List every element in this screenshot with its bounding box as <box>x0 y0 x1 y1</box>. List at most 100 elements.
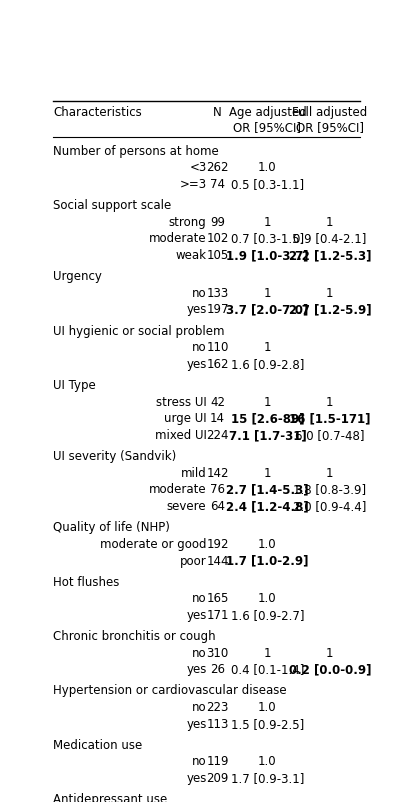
Text: moderate: moderate <box>149 232 206 245</box>
Text: yes: yes <box>186 608 206 622</box>
Text: >=3: >=3 <box>179 178 206 191</box>
Text: 262: 262 <box>206 161 229 174</box>
Text: 102: 102 <box>206 232 229 245</box>
Text: 162: 162 <box>206 358 229 371</box>
Text: 16 [1.5-171]: 16 [1.5-171] <box>289 411 371 425</box>
Text: 2.2 [1.2-5.3]: 2.2 [1.2-5.3] <box>289 249 371 261</box>
Text: 64: 64 <box>210 500 225 512</box>
Text: no: no <box>192 755 206 768</box>
Text: urge UI: urge UI <box>164 411 206 425</box>
Text: 1: 1 <box>264 395 271 408</box>
Text: Urgency: Urgency <box>54 269 102 283</box>
Text: poor: poor <box>180 554 206 567</box>
Text: yes: yes <box>186 662 206 675</box>
Text: Number of persons at home: Number of persons at home <box>54 144 219 157</box>
Text: 1.7 [0.9-3.1]: 1.7 [0.9-3.1] <box>231 772 304 784</box>
Text: mild: mild <box>181 466 206 479</box>
Text: UI hygienic or social problem: UI hygienic or social problem <box>54 324 225 337</box>
Text: 105: 105 <box>206 249 229 261</box>
Text: 2.0 [0.9-4.4]: 2.0 [0.9-4.4] <box>293 500 367 512</box>
Text: 1.0: 1.0 <box>258 755 277 768</box>
Text: 1.8 [0.8-3.9]: 1.8 [0.8-3.9] <box>293 483 366 496</box>
Text: Social support scale: Social support scale <box>54 199 172 212</box>
Text: 1: 1 <box>326 646 334 658</box>
Text: 310: 310 <box>206 646 229 658</box>
Text: 1.5 [0.9-2.5]: 1.5 [0.9-2.5] <box>231 717 304 730</box>
Text: 209: 209 <box>206 772 229 784</box>
Text: moderate or good: moderate or good <box>100 537 206 550</box>
Text: 1: 1 <box>326 216 334 229</box>
Text: Antidepressant use: Antidepressant use <box>54 792 168 802</box>
Text: no: no <box>192 592 206 605</box>
Text: 1: 1 <box>326 286 334 299</box>
Text: 14: 14 <box>210 411 225 425</box>
Text: Hypertension or cardiovascular disease: Hypertension or cardiovascular disease <box>54 683 287 696</box>
Text: Full adjusted
OR [95%CI]: Full adjusted OR [95%CI] <box>292 106 368 133</box>
Text: 7.1 [1.7-31]: 7.1 [1.7-31] <box>229 428 306 441</box>
Text: 1.9 [1.0-3.7]: 1.9 [1.0-3.7] <box>226 249 309 261</box>
Text: 76: 76 <box>210 483 225 496</box>
Text: 1.7 [1.0-2.9]: 1.7 [1.0-2.9] <box>226 554 309 567</box>
Text: Age adjusted
OR [95%CI]: Age adjusted OR [95%CI] <box>229 106 306 133</box>
Text: 165: 165 <box>206 592 229 605</box>
Text: 15 [2.6-89]: 15 [2.6-89] <box>231 411 304 425</box>
Text: 0.9 [0.4-2.1]: 0.9 [0.4-2.1] <box>293 232 367 245</box>
Text: 1.6 [0.9-2.8]: 1.6 [0.9-2.8] <box>231 358 304 371</box>
Text: yes: yes <box>186 358 206 371</box>
Text: 171: 171 <box>206 608 229 622</box>
Text: 99: 99 <box>210 216 225 229</box>
Text: 144: 144 <box>206 554 229 567</box>
Text: 0.2 [0.0-0.9]: 0.2 [0.0-0.9] <box>289 662 371 675</box>
Text: Hot flushes: Hot flushes <box>54 575 120 588</box>
Text: 1.0: 1.0 <box>258 161 277 174</box>
Text: mixed UI: mixed UI <box>155 428 206 441</box>
Text: 74: 74 <box>210 178 225 191</box>
Text: 223: 223 <box>206 700 229 713</box>
Text: moderate: moderate <box>149 483 206 496</box>
Text: weak: weak <box>176 249 206 261</box>
Text: 1.6 [0.9-2.7]: 1.6 [0.9-2.7] <box>231 608 304 622</box>
Text: no: no <box>192 646 206 658</box>
Text: no: no <box>192 700 206 713</box>
Text: 1: 1 <box>264 286 271 299</box>
Text: 113: 113 <box>206 717 229 730</box>
Text: yes: yes <box>186 717 206 730</box>
Text: 3.7 [2.0-7.0]: 3.7 [2.0-7.0] <box>226 303 309 316</box>
Text: no: no <box>192 286 206 299</box>
Text: 197: 197 <box>206 303 229 316</box>
Text: <3: <3 <box>189 161 206 174</box>
Text: 119: 119 <box>206 755 229 768</box>
Text: yes: yes <box>186 772 206 784</box>
Text: 1.0: 1.0 <box>258 592 277 605</box>
Text: 1.0: 1.0 <box>258 537 277 550</box>
Text: 2.4 [1.2-4.8]: 2.4 [1.2-4.8] <box>226 500 309 512</box>
Text: UI severity (Sandvik): UI severity (Sandvik) <box>54 449 177 463</box>
Text: 26: 26 <box>210 662 225 675</box>
Text: Quality of life (NHP): Quality of life (NHP) <box>54 520 170 533</box>
Text: 0.7 [0.3-1.5]: 0.7 [0.3-1.5] <box>231 232 304 245</box>
Text: Medication use: Medication use <box>54 738 143 751</box>
Text: Characteristics: Characteristics <box>54 106 142 119</box>
Text: 142: 142 <box>206 466 229 479</box>
Text: strong: strong <box>169 216 206 229</box>
Text: 1: 1 <box>264 341 271 354</box>
Text: severe: severe <box>167 500 206 512</box>
Text: UI Type: UI Type <box>54 379 96 391</box>
Text: no: no <box>192 341 206 354</box>
Text: 2.7 [1.2-5.9]: 2.7 [1.2-5.9] <box>289 303 371 316</box>
Text: 110: 110 <box>206 341 229 354</box>
Text: 192: 192 <box>206 537 229 550</box>
Text: 1: 1 <box>326 466 334 479</box>
Text: 133: 133 <box>206 286 229 299</box>
Text: 224: 224 <box>206 428 229 441</box>
Text: 1: 1 <box>264 466 271 479</box>
Text: 0.4 [0.1-1.4]: 0.4 [0.1-1.4] <box>231 662 304 675</box>
Text: 1: 1 <box>264 216 271 229</box>
Text: 2.7 [1.4-5.3]: 2.7 [1.4-5.3] <box>226 483 309 496</box>
Text: 0.5 [0.3-1.1]: 0.5 [0.3-1.1] <box>231 178 304 191</box>
Text: stress UI: stress UI <box>156 395 206 408</box>
Text: 1: 1 <box>264 646 271 658</box>
Text: N: N <box>213 106 222 119</box>
Text: yes: yes <box>186 303 206 316</box>
Text: 1.0: 1.0 <box>258 700 277 713</box>
